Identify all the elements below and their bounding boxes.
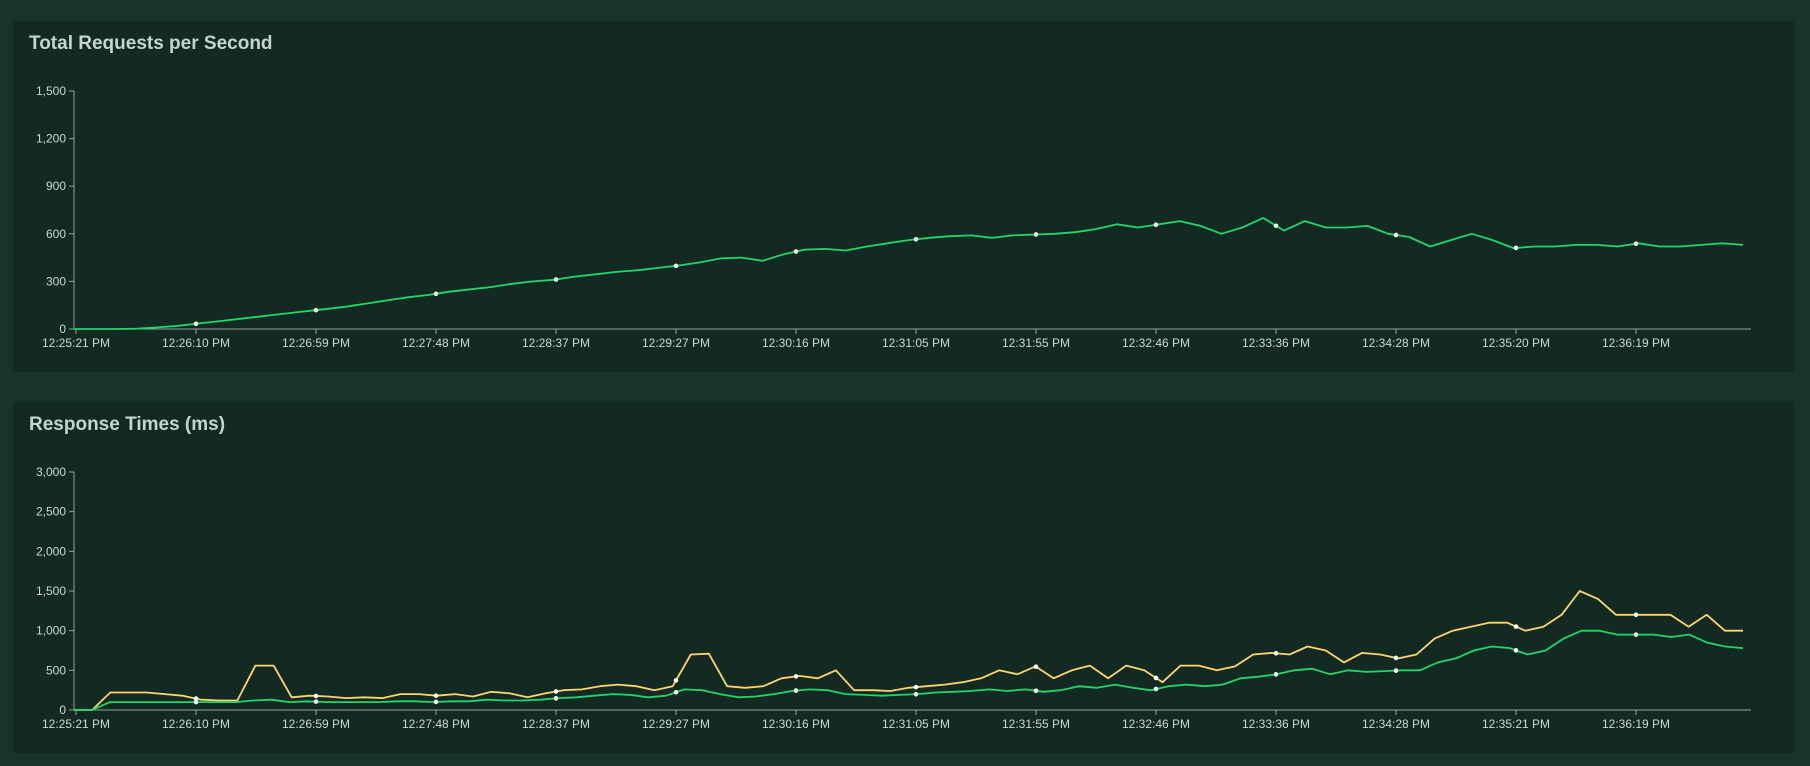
y-tick-label: 2,500	[36, 505, 66, 519]
x-tick-label: 12:25:21 PM	[42, 717, 110, 731]
x-tick-label: 12:36:19 PM	[1602, 717, 1670, 731]
data-point	[1633, 612, 1639, 618]
y-tick-label: 900	[46, 179, 66, 193]
data-point	[793, 688, 799, 693]
x-tick-label: 12:35:20 PM	[1482, 336, 1550, 350]
data-point	[433, 291, 439, 297]
x-tick-label: 12:29:27 PM	[642, 336, 710, 350]
data-point	[1273, 672, 1279, 677]
y-tick-label: 300	[46, 274, 66, 288]
x-tick-label: 12:32:46 PM	[1122, 717, 1190, 731]
data-point	[1513, 648, 1519, 653]
x-tick-label: 12:28:37 PM	[522, 336, 590, 350]
data-point	[913, 684, 919, 690]
data-point	[1393, 232, 1399, 238]
x-tick-label: 12:26:59 PM	[282, 717, 350, 731]
data-point	[1633, 632, 1639, 637]
data-point	[553, 696, 559, 701]
data-point	[313, 693, 319, 699]
x-tick-label: 12:30:16 PM	[762, 717, 830, 731]
chart-title: Response Times (ms)	[29, 414, 226, 435]
x-tick-label: 12:34:28 PM	[1362, 336, 1430, 350]
series-line-0	[74, 590, 1743, 711]
data-point	[553, 277, 559, 282]
x-tick-label: 12:31:55 PM	[1002, 717, 1070, 731]
data-point	[553, 689, 559, 694]
requests-per-second-chart: 1,500 1,200 900 600 300 012:25:21 PM 12:26:10 …	[36, 84, 1751, 350]
x-tick-label: 12:34:28 PM	[1362, 717, 1430, 731]
data-point	[193, 699, 199, 705]
y-tick-label: 1,000	[36, 624, 66, 638]
data-point	[1033, 688, 1039, 694]
data-point	[673, 678, 679, 683]
y-tick-label: 0	[59, 703, 66, 717]
data-point	[673, 263, 679, 269]
data-point	[793, 249, 799, 254]
x-tick-label: 12:33:36 PM	[1242, 336, 1310, 350]
chart-title: Total Requests per Second	[29, 33, 273, 54]
series-line-1	[74, 629, 1744, 711]
y-tick-label: 1,200	[36, 132, 66, 146]
data-point	[913, 236, 919, 242]
y-tick-label: 600	[46, 227, 66, 241]
x-tick-label: 12:28:37 PM	[522, 717, 590, 731]
y-tick-label: 3,000	[36, 465, 66, 479]
data-point	[673, 689, 679, 695]
data-point	[1393, 668, 1399, 673]
data-point	[1513, 245, 1519, 251]
x-tick-label: 12:29:27 PM	[642, 717, 710, 731]
response-times-chart: 3,000 2,500 2,000 1,500 1,000 500 012:25:21 PM…	[36, 465, 1751, 731]
data-point	[313, 699, 319, 704]
data-point	[1393, 655, 1399, 661]
x-tick-label: 12:26:10 PM	[162, 336, 230, 350]
data-point	[193, 321, 199, 327]
data-point	[1273, 650, 1279, 656]
data-point	[1153, 675, 1159, 681]
response-times-panel: Response Times (ms) 3,000 2,500 2,000 1,500…	[13, 402, 1794, 753]
y-tick-label: 1,500	[36, 584, 66, 598]
data-point	[313, 307, 319, 313]
x-tick-label: 12:33:36 PM	[1242, 717, 1310, 731]
data-point	[1633, 241, 1639, 247]
x-tick-label: 12:35:21 PM	[1482, 717, 1550, 731]
y-tick-label: 0	[59, 322, 66, 336]
data-point	[913, 691, 919, 697]
x-tick-label: 12:26:59 PM	[282, 336, 350, 350]
data-point	[193, 696, 199, 701]
x-tick-label: 12:25:21 PM	[42, 336, 110, 350]
x-tick-label: 12:27:48 PM	[402, 336, 470, 350]
x-tick-label: 12:36:19 PM	[1602, 336, 1670, 350]
y-tick-label: 1,500	[36, 84, 66, 98]
data-point	[1153, 686, 1159, 692]
data-point	[433, 693, 439, 698]
x-tick-label: 12:31:55 PM	[1002, 336, 1070, 350]
x-tick-label: 12:32:46 PM	[1122, 336, 1190, 350]
series-line-0	[74, 216, 1744, 330]
data-point	[1273, 223, 1279, 229]
data-point	[1513, 624, 1519, 629]
x-tick-label: 12:27:48 PM	[402, 717, 470, 731]
data-point	[1153, 222, 1159, 228]
requests-per-second-panel: Total Requests per Second 1,500 1,200 900 6…	[13, 21, 1794, 372]
data-point	[1033, 664, 1039, 670]
x-tick-label: 12:31:05 PM	[882, 717, 950, 731]
x-tick-label: 12:26:10 PM	[162, 717, 230, 731]
data-point	[433, 699, 439, 705]
data-point	[1033, 232, 1039, 237]
x-tick-label: 12:31:05 PM	[882, 336, 950, 350]
y-tick-label: 500	[46, 663, 66, 677]
x-tick-label: 12:30:16 PM	[762, 336, 830, 350]
data-point	[793, 674, 799, 679]
y-tick-label: 2,000	[36, 544, 66, 558]
